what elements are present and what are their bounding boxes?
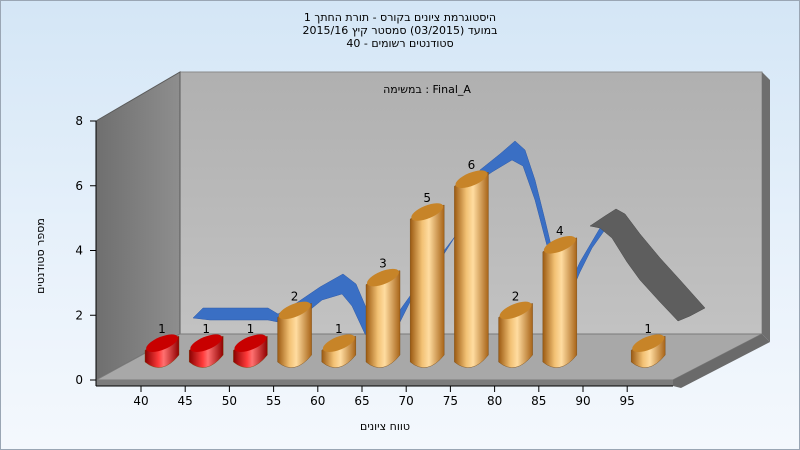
bar: 1 xyxy=(321,322,356,368)
bar-top xyxy=(632,334,665,352)
y-axis-label: מספר סטודנטים xyxy=(34,218,47,294)
bar: 4 xyxy=(542,224,577,368)
x-tick-label: 55 xyxy=(266,394,281,408)
floor-right-edge xyxy=(673,334,770,388)
bar: 1 xyxy=(144,322,180,368)
bar-data-label: 3 xyxy=(379,257,387,271)
bar-top xyxy=(543,236,576,254)
bar: 2 xyxy=(498,289,533,368)
bar: 1 xyxy=(189,322,224,368)
bar-data-label: 1 xyxy=(202,322,210,336)
bar-top xyxy=(278,301,311,320)
y-axis-ticks: 0 2 4 6 8 xyxy=(75,114,96,387)
back-wall-edge xyxy=(762,72,770,342)
x-tick-label: 70 xyxy=(399,394,414,408)
bar-data-label: 1 xyxy=(644,322,652,336)
x-tick-label: 45 xyxy=(178,394,193,408)
x-tick-label: 75 xyxy=(443,394,458,408)
x-tick-label: 85 xyxy=(531,394,546,408)
x-tick-label: 65 xyxy=(354,394,369,408)
bar: 1 xyxy=(233,322,268,368)
y-tick-label: 2 xyxy=(75,308,83,322)
chart-title-line-2: במועד (03/2015) סמסטר קיץ 2015/16 xyxy=(302,24,498,37)
x-tick-label: 95 xyxy=(620,394,635,408)
bar-data-label: 1 xyxy=(247,322,255,336)
bar-top xyxy=(190,334,223,352)
floor-front-edge xyxy=(96,380,673,386)
bar-data-label: 1 xyxy=(158,322,166,336)
bar-top xyxy=(322,334,355,352)
x-axis-ticks: 40 45 50 55 60 65 70 75 80 85 90 95 xyxy=(133,386,635,408)
y-tick-label: 6 xyxy=(75,179,83,193)
bar-body xyxy=(410,204,445,368)
y-tick-label: 4 xyxy=(75,244,83,258)
bar-top xyxy=(499,301,532,320)
bar: 2 xyxy=(277,289,312,368)
bar-body xyxy=(542,237,577,368)
bar-body xyxy=(454,171,489,368)
bar: 3 xyxy=(365,257,401,368)
y-tick-label: 0 xyxy=(75,373,83,387)
bar: 6 xyxy=(454,158,489,368)
bar-series: 1 1 1 2 1 3 5 6 2 4 1 xyxy=(144,158,666,368)
x-axis-label: טווח ציונים xyxy=(360,420,410,433)
chart-title-line-3: 40 - סטודנטים רשומים xyxy=(346,37,454,50)
y-tick-label: 8 xyxy=(75,114,83,128)
bar-top xyxy=(234,334,267,352)
bar: 5 xyxy=(410,191,445,368)
x-tick-label: 80 xyxy=(487,394,502,408)
x-tick-label: 50 xyxy=(222,394,237,408)
bar-data-label: 6 xyxy=(468,158,476,172)
bar-data-label: 1 xyxy=(335,322,343,336)
left-wall xyxy=(95,71,181,381)
chart-title-line-1: היסטוגרמת ציונים בקורס - תורת החתך 1 xyxy=(303,11,497,24)
bar-top xyxy=(367,268,399,287)
bar-data-label: 2 xyxy=(512,289,520,303)
bar: 1 xyxy=(631,322,666,368)
bar-data-label: 2 xyxy=(291,289,299,303)
bar-data-label: 4 xyxy=(556,224,564,238)
x-tick-label: 90 xyxy=(575,394,590,408)
trend-curve-tail xyxy=(589,208,706,322)
bar-top xyxy=(411,203,444,221)
bar-top xyxy=(146,334,178,352)
bar-top xyxy=(455,170,488,188)
bar-data-label: 5 xyxy=(423,191,431,205)
chart-subtitle: במשימה : Final_A xyxy=(383,83,471,96)
x-tick-label: 40 xyxy=(133,394,148,408)
x-tick-label: 60 xyxy=(310,394,325,408)
